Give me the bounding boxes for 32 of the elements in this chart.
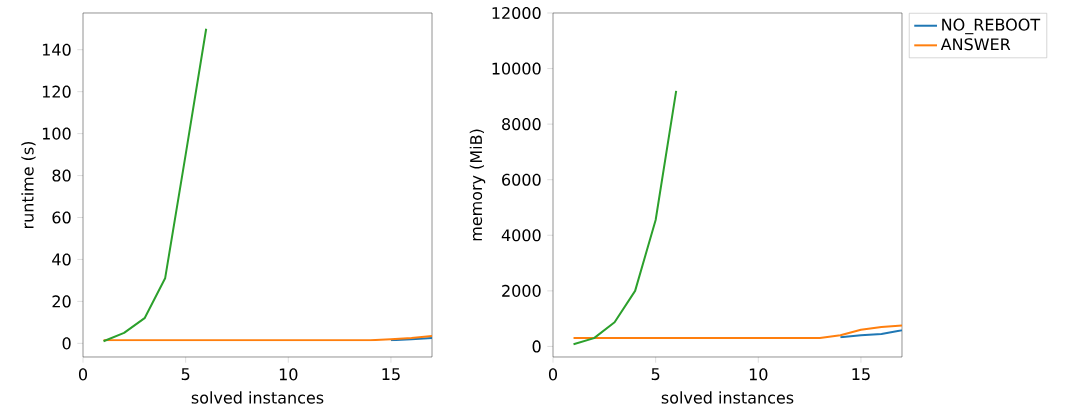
x-tick-label: 0 xyxy=(78,368,88,381)
x-tick-label: 15 xyxy=(852,368,870,381)
y-tick-label: 10000 xyxy=(492,62,541,75)
x-axis-title: solved instances xyxy=(191,391,324,404)
x-tick-label: 15 xyxy=(382,368,400,381)
y-tick-label: 60 xyxy=(52,211,71,224)
y-tick-label: 4000 xyxy=(501,229,541,242)
line-series xyxy=(839,329,902,339)
y-tick-label: 80 xyxy=(52,169,71,182)
legend-label: NO_REBOOT xyxy=(942,18,1041,35)
x-tick-label: 10 xyxy=(279,368,298,381)
y-tick-label: 100 xyxy=(42,127,71,140)
line-series xyxy=(102,27,208,343)
x-axis-title: solved instances xyxy=(661,391,794,404)
y-axis-title: runtime (s) xyxy=(21,141,36,228)
y-tick-label: 12000 xyxy=(492,6,541,20)
y-axis-title: memory (MiB) xyxy=(469,129,486,241)
x-tick-label: 10 xyxy=(749,368,768,381)
y-tick-label: 120 xyxy=(42,85,71,98)
y-tick-label: 40 xyxy=(52,253,71,266)
x-tick-label: 0 xyxy=(548,368,558,381)
y-tick-label: 2000 xyxy=(502,284,541,297)
y-tick-label: 140 xyxy=(42,43,71,56)
x-tick-label: 5 xyxy=(181,368,190,381)
x-tick-label: 5 xyxy=(651,368,660,381)
y-tick-label: 6000 xyxy=(502,173,541,186)
legend-label: ANSWER xyxy=(940,38,1011,51)
y-tick-label: 8000 xyxy=(502,118,541,131)
y-tick-label: 0 xyxy=(532,340,541,353)
y-tick-label: 20 xyxy=(52,295,71,308)
line-series xyxy=(572,89,678,346)
y-tick-label: 0 xyxy=(62,337,71,350)
